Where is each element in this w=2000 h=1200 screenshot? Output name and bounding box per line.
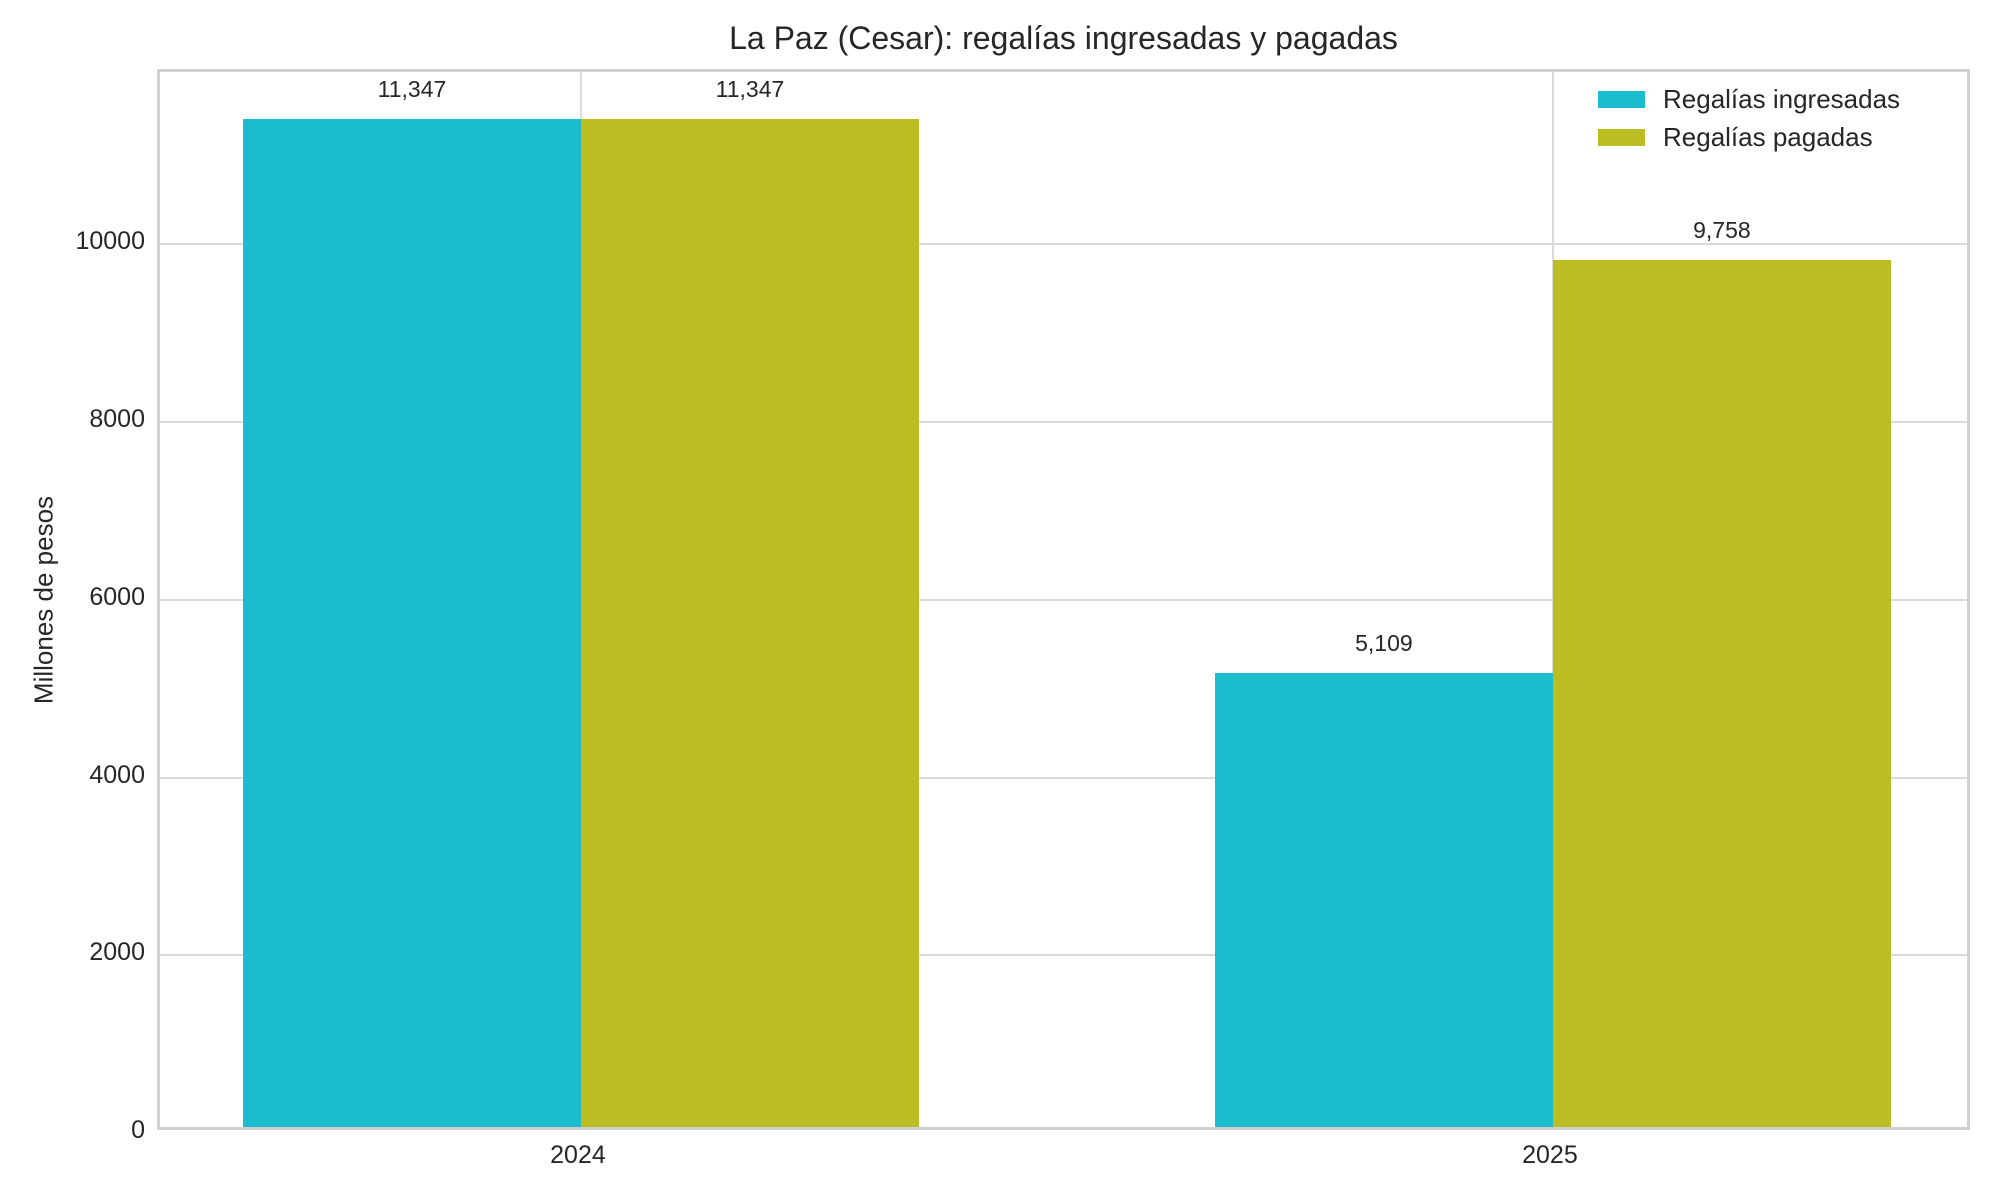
chart-title: La Paz (Cesar): regalías ingresadas y pa…	[729, 20, 1398, 56]
x-tick-label-2024: 2024	[550, 1141, 606, 1169]
legend-swatch-icon	[1598, 128, 1645, 146]
bar-2025-pagadas	[1552, 259, 1891, 1127]
legend: Regalías ingresadas Regalías pagadas	[1598, 84, 1900, 152]
legend-item: Regalías ingresadas	[1598, 84, 1900, 114]
legend-item-label: Regalías ingresadas	[1663, 83, 1901, 114]
bar-value-label: 5,109	[1355, 630, 1413, 656]
y-tick-label: 4000	[89, 760, 145, 789]
x-tick-label-2025: 2025	[1522, 1141, 1578, 1169]
bar-2024-pagadas	[580, 118, 919, 1127]
legend-item: Regalías pagadas	[1598, 122, 1900, 152]
legend-swatch-icon	[1598, 90, 1645, 108]
y-tick-label: 10000	[75, 227, 145, 256]
bar-value-label: 11,347	[377, 75, 447, 102]
y-tick-label: 8000	[89, 405, 145, 434]
y-tick-label: 0	[131, 1116, 145, 1144]
bar-value-label: 9,758	[1693, 216, 1751, 243]
y-tick-label: 2000	[89, 938, 145, 967]
bar-value-label: 11,347	[715, 75, 785, 102]
y-tick-label: 6000	[89, 582, 145, 611]
bar-2025-ingresadas	[1214, 673, 1553, 1127]
gridline-y-10000	[160, 243, 1967, 246]
plot-area: 11,347 5,109 11,347 9,758	[157, 69, 1970, 1130]
legend-item-label: Regalías pagadas	[1663, 121, 1873, 152]
gridline-y-4000	[160, 776, 1967, 779]
gridline-y-8000	[160, 421, 1967, 424]
bar-2024-ingresadas	[242, 118, 581, 1127]
gridline-y-2000	[160, 954, 1967, 957]
gridline-y-6000	[160, 598, 1967, 601]
